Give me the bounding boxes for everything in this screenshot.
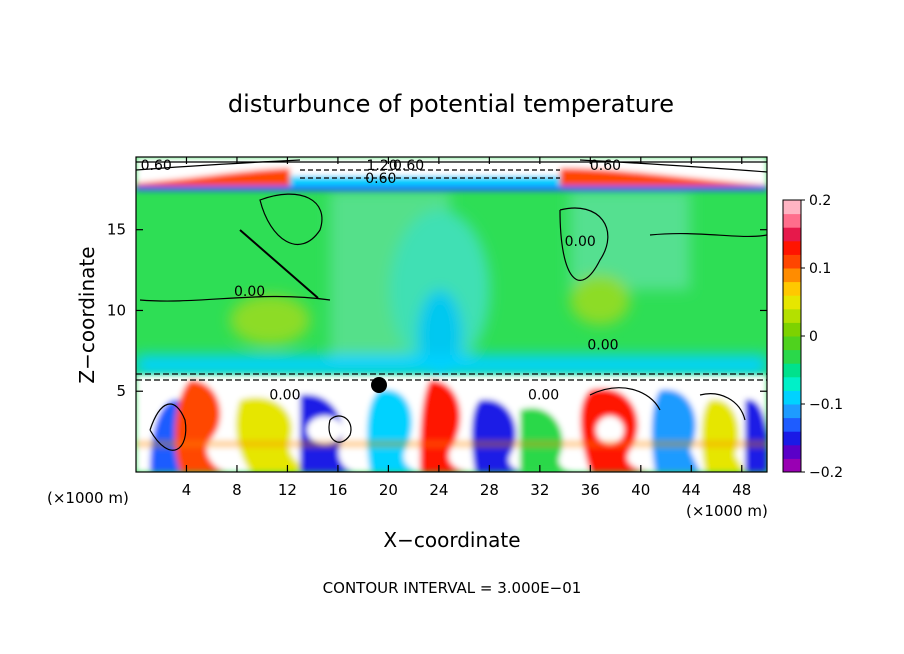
colorbar-swatch [783, 376, 801, 391]
plot-frame [135, 156, 768, 473]
chart-title: disturbunce of potential temperature [228, 90, 674, 118]
colorbar-swatch [783, 404, 801, 419]
z-tick-label: 10 [107, 301, 126, 319]
colorbar: 0.2 0.1 0 −0.1 −0.2 [782, 193, 843, 481]
contour-label: 0.60 [393, 158, 424, 174]
colorbar-swatch [783, 363, 801, 378]
colorbar-tick-label: −0.2 [809, 465, 843, 481]
colorbar-tick-label: 0.2 [809, 193, 831, 209]
z-axis-label: Z−coordinate [75, 246, 99, 383]
colorbar-swatch [783, 268, 801, 283]
contour-label: 0.60 [141, 158, 172, 174]
contour-label: 0.00 [234, 284, 265, 300]
x-axis: 4 8 12 16 20 24 28 32 36 40 44 48 [182, 157, 751, 499]
colorbar-swatch [783, 431, 801, 446]
contour-label: 1.20 [367, 158, 398, 174]
z-tick-label: 5 [116, 382, 126, 400]
x-tick-label: 32 [530, 481, 549, 499]
colorbar-swatch [783, 227, 801, 242]
contour-lines [136, 159, 767, 451]
z-tick-label: 15 [107, 221, 126, 239]
colorbar-tick-label: 0.1 [809, 261, 831, 277]
x-tick-label: 44 [682, 481, 701, 499]
x-tick-label: 24 [429, 481, 448, 499]
colorbar-tick-label: −0.1 [809, 397, 843, 413]
contour-label: 0.00 [528, 387, 559, 403]
colorbar-swatch [783, 417, 801, 432]
colorbar-swatch [783, 458, 801, 473]
contour-label: 0.60 [365, 171, 396, 187]
colorbar-swatch [783, 336, 801, 351]
colorbar-tick-label: 0 [809, 329, 818, 345]
field-blend [136, 190, 767, 380]
contour-label: 0.00 [269, 387, 300, 403]
x-tick-label: 36 [581, 481, 600, 499]
z-axis: 5 10 15 [107, 221, 767, 400]
contour-label: 0.00 [587, 337, 618, 353]
x-axis-label: X−coordinate [383, 528, 520, 552]
colorbar-swatch [783, 349, 801, 364]
colorbar-swatch [783, 444, 801, 459]
x-tick-label: 28 [480, 481, 499, 499]
lower-turbulence [136, 375, 767, 472]
x-tick-label: 40 [631, 481, 650, 499]
colorbar-swatch [783, 254, 801, 269]
contour-label: 0.60 [590, 158, 621, 174]
contour-interval: CONTOUR INTERVAL = 3.000E−01 [323, 579, 582, 597]
z-unit-right: (×1000 m) [686, 502, 768, 520]
x-tick-label: 12 [278, 481, 297, 499]
colorbar-swatch [783, 322, 801, 337]
colorbar-swatch [783, 308, 801, 323]
x-tick-label: 20 [379, 481, 398, 499]
x-tick-label: 8 [232, 481, 242, 499]
colorbar-swatch [783, 200, 801, 215]
colorbar-swatch [783, 213, 801, 228]
dense-contour-cluster [371, 377, 387, 393]
colorbar-swatch [783, 390, 801, 405]
x-tick-label: 4 [182, 481, 192, 499]
x-tick-label: 48 [732, 481, 751, 499]
x-unit-left: (×1000 m) [47, 489, 129, 507]
colorbar-swatch [783, 240, 801, 255]
x-tick-label: 16 [328, 481, 347, 499]
contour-labels: 0.60 1.200.600.600.600.000.000.000.000.00 [141, 158, 621, 403]
colorbar-swatch [783, 295, 801, 310]
plot-area [136, 157, 767, 472]
colorbar-swatch [783, 281, 801, 296]
contour-label: 0.00 [565, 234, 596, 250]
